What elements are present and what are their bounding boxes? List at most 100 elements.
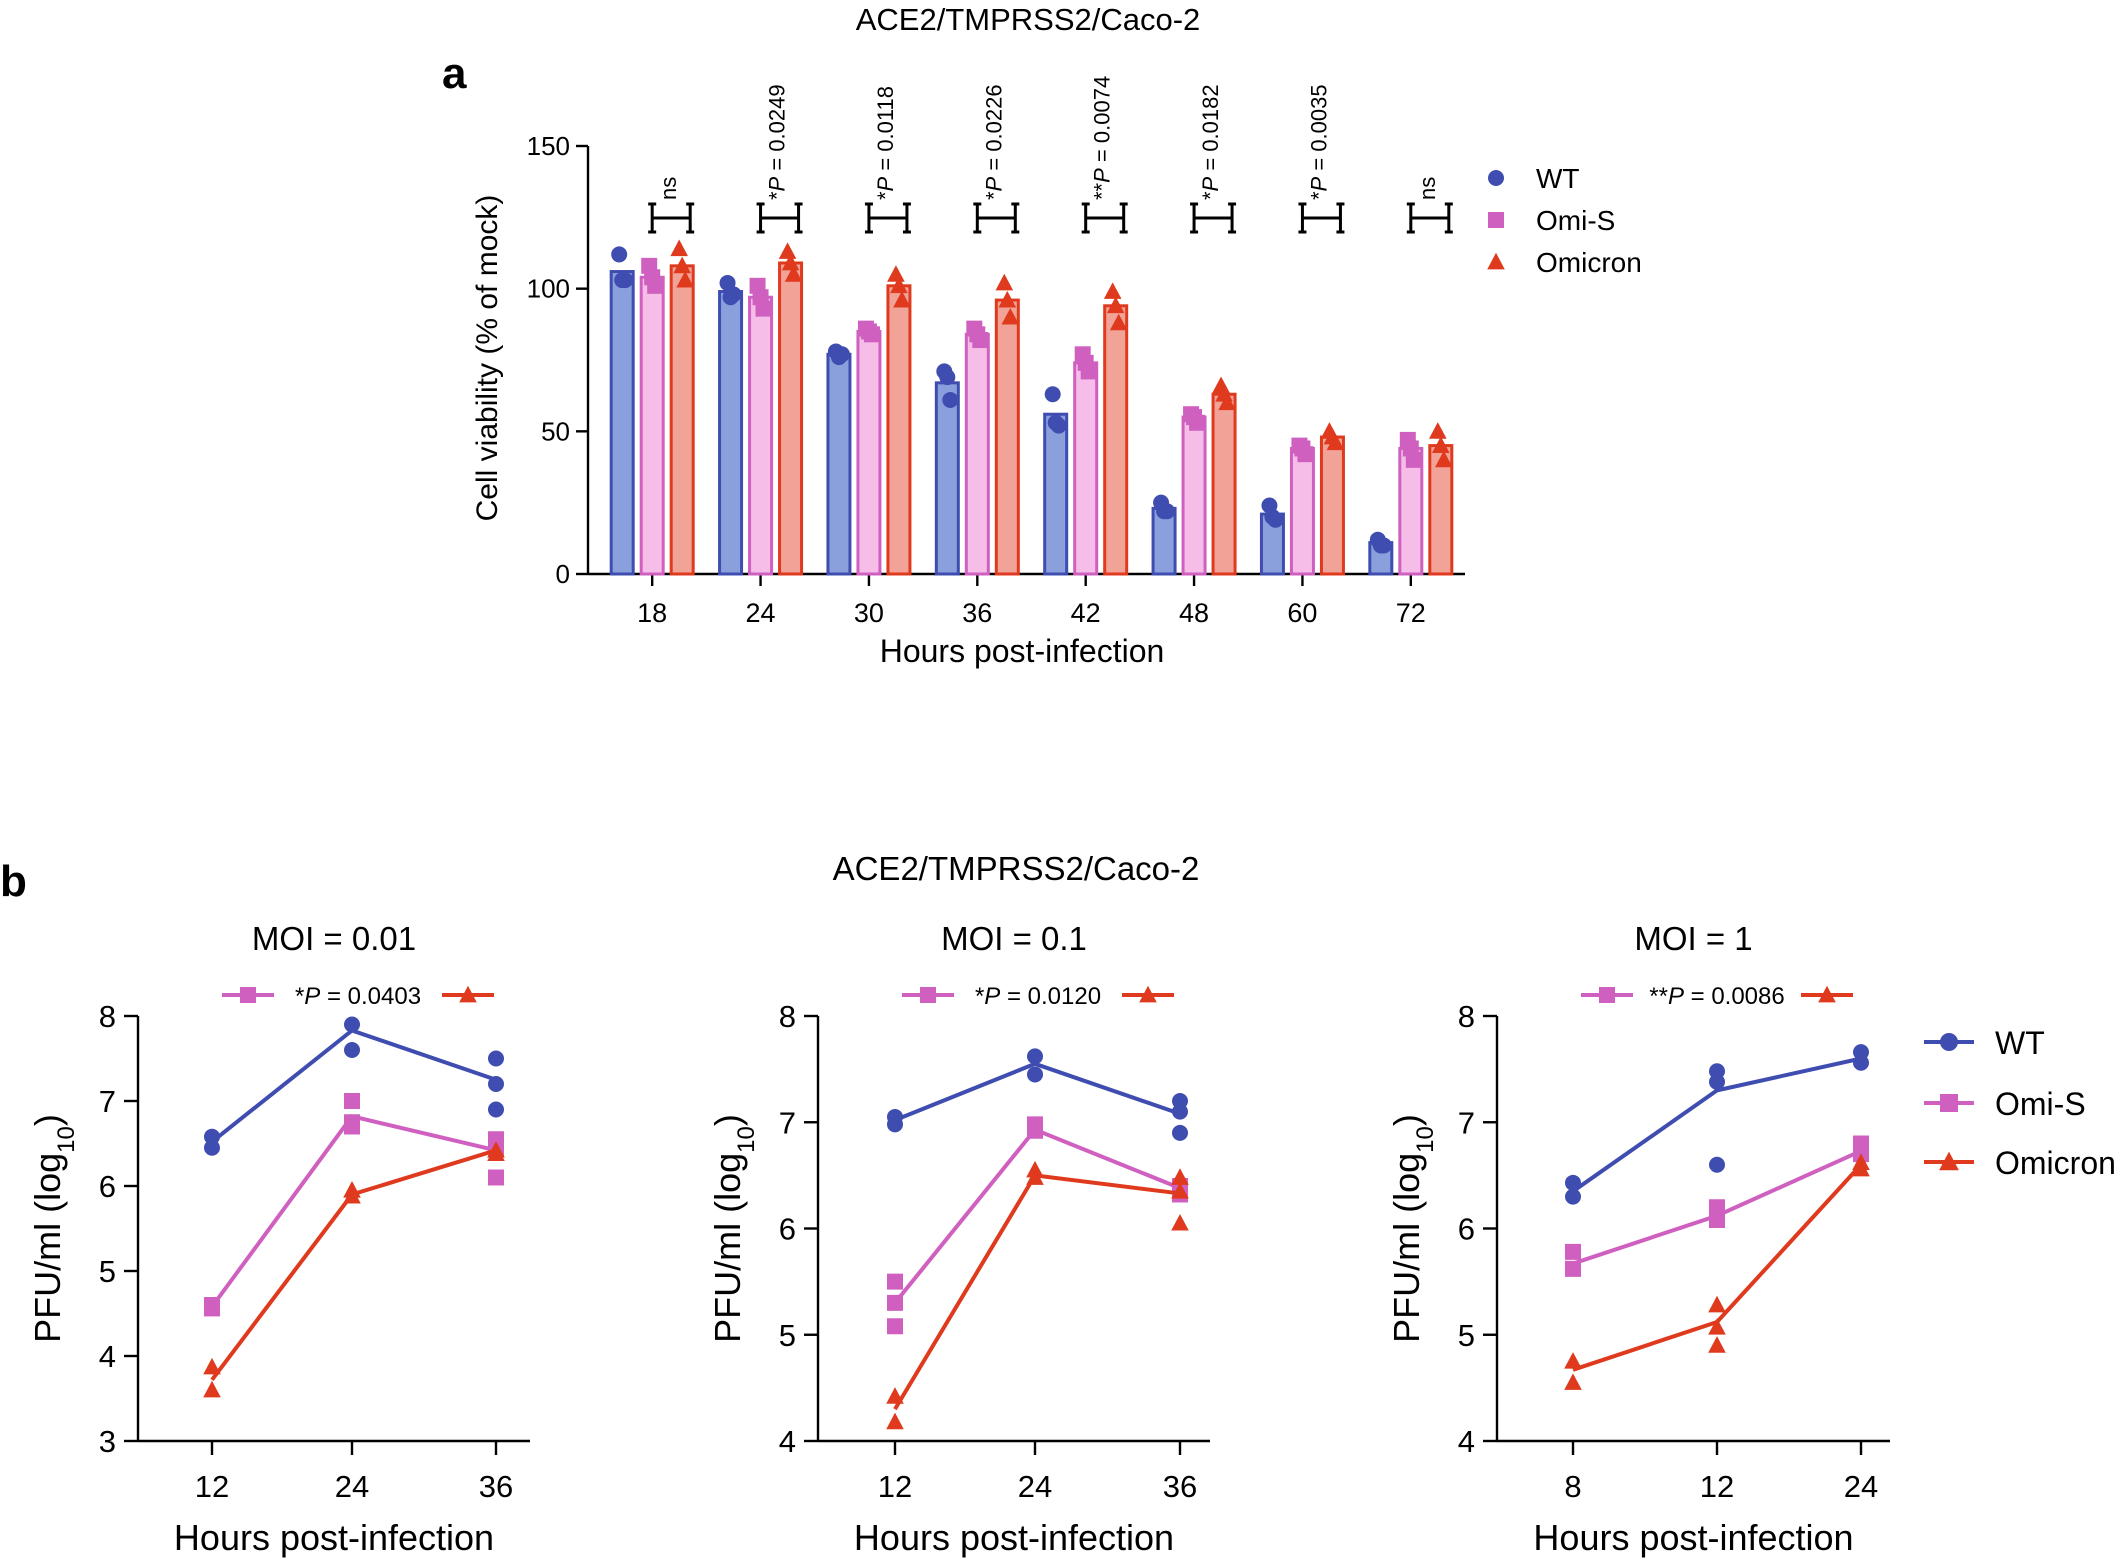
y-tick-label: 8 xyxy=(99,999,116,1034)
data-point xyxy=(939,369,956,386)
y-tick-label: 7 xyxy=(1458,1105,1475,1140)
data-point xyxy=(887,1318,903,1335)
significance-bracket xyxy=(1081,202,1128,234)
data-point xyxy=(1171,1168,1189,1185)
pvalue-label: *P = 0.0120 xyxy=(975,983,1101,1010)
significance-label: *P = 0.0118 xyxy=(873,86,898,200)
data-point xyxy=(781,253,800,271)
data-point xyxy=(1429,422,1447,439)
data-point xyxy=(1106,296,1125,314)
data-point xyxy=(344,1093,360,1109)
y-tick-label: 3 xyxy=(99,1424,116,1459)
data-point xyxy=(887,1294,903,1311)
data-point xyxy=(755,300,772,317)
data-point xyxy=(488,1169,504,1186)
legend-marker-wt xyxy=(1488,170,1504,186)
series-line-omi-s xyxy=(210,1114,497,1308)
x-axis-label: Hours post-infection xyxy=(174,1517,494,1558)
y-tick-label: 4 xyxy=(779,1424,796,1459)
significance-label: *P = 0.0182 xyxy=(1198,84,1223,200)
x-tick-label: 24 xyxy=(1018,1469,1052,1504)
data-point xyxy=(344,1042,360,1058)
significance-label: *P = 0.0249 xyxy=(765,84,790,200)
bar-omi-s xyxy=(1181,415,1207,576)
data-point xyxy=(1375,537,1392,554)
data-point xyxy=(1159,503,1176,520)
data-point xyxy=(617,272,634,289)
data-point xyxy=(1172,1124,1188,1141)
data-point xyxy=(725,286,742,303)
data-point xyxy=(887,1273,903,1290)
data-point xyxy=(890,276,908,294)
significance-label: **P = 0.0074 xyxy=(1090,76,1115,200)
data-point xyxy=(998,290,1017,308)
panel-a-supertitle: ACE2/TMPRSS2/Caco-2 xyxy=(856,2,1201,37)
data-point xyxy=(1565,1174,1581,1191)
data-point xyxy=(1001,308,1020,325)
legend-marker-omicron xyxy=(1487,252,1505,270)
data-point xyxy=(1405,451,1422,468)
bar-omi-s xyxy=(639,275,665,576)
x-tick-label: 8 xyxy=(1564,1469,1581,1504)
data-point xyxy=(344,1118,360,1135)
bar-omicron xyxy=(1319,435,1345,576)
data-point xyxy=(204,1300,220,1317)
x-tick-label: 18 xyxy=(637,598,667,628)
data-point xyxy=(1297,446,1314,463)
data-point xyxy=(676,270,694,288)
x-tick-label: 36 xyxy=(1163,1469,1197,1504)
legend-marker-omi-s xyxy=(1488,212,1504,228)
bar-wt xyxy=(609,270,635,576)
significance-label: ns xyxy=(1415,177,1440,200)
pvalue-marker-omicron xyxy=(1818,985,1836,1003)
panel-a-ylabel: Cell viability (% of mock) xyxy=(471,195,504,522)
bar-omicron xyxy=(669,264,695,576)
data-point xyxy=(1050,417,1067,434)
data-point xyxy=(1027,1048,1043,1065)
series-line-omi-s xyxy=(893,1127,1181,1305)
chart-title: MOI = 0.01 xyxy=(252,920,416,957)
data-point xyxy=(778,242,797,259)
pvalue-label: *P = 0.0403 xyxy=(295,983,421,1010)
x-tick-label: 24 xyxy=(335,1469,369,1504)
data-point xyxy=(1189,414,1206,431)
significance-bracket xyxy=(1406,202,1453,234)
data-point xyxy=(1103,282,1122,299)
bar-wt xyxy=(718,290,744,576)
y-axis-label: PFU/ml (log10) xyxy=(707,1114,760,1343)
data-point xyxy=(887,265,905,282)
legend-label-omicron: Omicron xyxy=(1995,1145,2116,1181)
y-tick-label: 7 xyxy=(99,1084,116,1119)
panel-b-line-charts: MOI = 0.01 *P = 0.0403 3 4 5 6 7 8 12 24 36 Hours p… xyxy=(27,920,1890,1558)
pvalue-marker-omicron xyxy=(1139,985,1157,1003)
y-tick-label: 100 xyxy=(527,274,570,304)
data-point xyxy=(1564,1373,1582,1390)
x-tick-label: 12 xyxy=(195,1469,229,1504)
data-point xyxy=(1853,1054,1869,1071)
series-line-omicron xyxy=(893,1173,1181,1411)
data-point xyxy=(1026,1168,1044,1185)
x-tick-label: 12 xyxy=(1700,1469,1734,1504)
significance-bracket xyxy=(756,202,803,234)
y-axis-label: PFU/ml (log10) xyxy=(27,1114,80,1343)
data-point xyxy=(942,391,959,408)
x-tick-label: 36 xyxy=(962,598,992,628)
data-point xyxy=(1027,1066,1043,1083)
pvalue-marker-omi-s xyxy=(920,987,936,1003)
bar-omicron xyxy=(1103,304,1129,576)
chart-1: MOI = 0.01 *P = 0.0403 3 4 5 6 7 8 12 24 36 Hours p… xyxy=(27,920,530,1558)
y-tick-label: 5 xyxy=(779,1318,796,1353)
pvalue-marker-omi-s xyxy=(1599,987,1615,1003)
y-tick-label: 150 xyxy=(527,131,570,161)
data-point xyxy=(203,1357,221,1375)
data-point xyxy=(886,1412,904,1430)
data-point xyxy=(886,1387,904,1404)
chart-2: MOI = 0.1 *P = 0.0120 4 5 6 7 8 12 24 36 Hours pos… xyxy=(707,920,1210,1558)
data-point xyxy=(1171,1213,1189,1231)
bar-wt xyxy=(934,381,960,576)
data-point xyxy=(670,239,688,257)
data-point xyxy=(204,1139,220,1156)
pvalue-marker-omi-s xyxy=(240,987,256,1003)
data-point xyxy=(893,290,911,308)
